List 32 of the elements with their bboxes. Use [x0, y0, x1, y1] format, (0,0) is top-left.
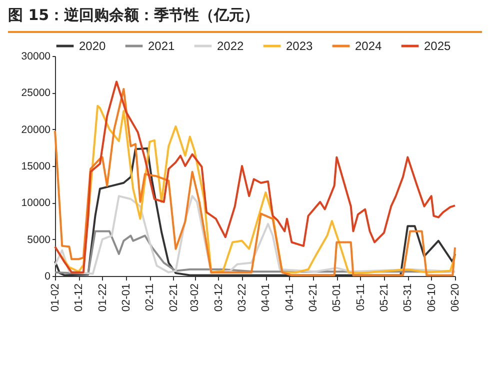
x-tick-label: 05-01: [331, 284, 344, 312]
x-tick-label: 02-21: [168, 284, 180, 312]
x-tick-label: 05-21: [378, 284, 390, 312]
x-tick-label: 01-22: [96, 284, 109, 312]
x-tick-label: 04-21: [307, 284, 320, 312]
x-tick-label: 02-11: [144, 284, 156, 311]
x-tick-label: 04-11: [284, 284, 296, 311]
legend-label: 2022: [217, 39, 244, 53]
x-tick-label: 04-01: [260, 284, 272, 312]
legend-label: 2025: [424, 39, 452, 53]
y-tick-label: 0: [44, 270, 51, 282]
x-tick-label: 02-01: [120, 284, 133, 312]
y-tick-label: 10000: [21, 197, 51, 210]
x-tick-label: 03-02: [189, 284, 202, 312]
x-tick-label: 05-11: [354, 284, 367, 311]
y-tick-label: 30000: [21, 50, 51, 62]
x-tick-label: 03-12: [212, 284, 225, 312]
legend-label: 2024: [355, 39, 382, 53]
x-tick-label: 01-02: [50, 284, 62, 312]
x-tick-label: 01-12: [73, 284, 86, 312]
x-tick-label: 03-22: [236, 284, 248, 312]
legend-label: 2020: [79, 39, 106, 53]
y-tick-label: 5000: [27, 234, 51, 246]
legend-label: 2023: [286, 39, 314, 53]
y-tick-label: 25000: [21, 87, 51, 100]
y-tick-label: 15000: [21, 160, 51, 172]
legend-label: 2021: [148, 39, 176, 53]
x-tick-label: 06-20: [450, 284, 462, 312]
x-tick-label: 06-10: [426, 284, 438, 312]
chart-title: 图 15：逆回购余额：季节性（亿元）: [8, 6, 260, 25]
y-tick-label: 20000: [21, 124, 51, 136]
x-tick-label: 05-31: [402, 284, 414, 312]
